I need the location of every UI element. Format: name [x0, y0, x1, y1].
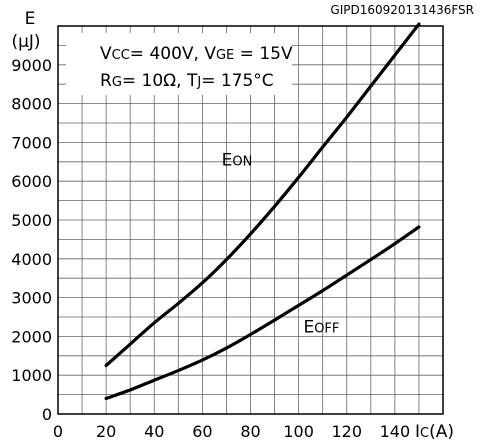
x-axis-title: IC(A) [415, 422, 454, 442]
x-tick-label: 80 [240, 422, 260, 441]
y-tick-label: 6000 [11, 172, 52, 191]
y-tick-label: 8000 [11, 95, 52, 114]
x-axis-symbol: I [415, 422, 420, 442]
series-label-eoff-part: E [303, 318, 314, 338]
y-tick-label: 4000 [11, 250, 52, 269]
condition-line-2-part: R [100, 71, 112, 91]
series-label-eoff: EOFF [303, 318, 339, 338]
y-tick-label: 5000 [11, 211, 52, 230]
series-label-eon: EON [222, 151, 253, 171]
x-tick-label: 0 [53, 422, 63, 441]
conditions-box: VCC= 400V, VGE = 15V RG= 10Ω, TJ= 175°C [66, 33, 293, 95]
series-label-eon-part: E [222, 151, 233, 171]
document-code: GIPD160920131436FSR [330, 3, 474, 17]
x-tick-label: 40 [144, 422, 164, 441]
condition-line-1-part: GE [216, 48, 234, 63]
x-tick-label: 140 [380, 422, 411, 441]
conditions-background [66, 33, 292, 95]
y-tick-label: 2000 [11, 327, 52, 346]
axis-titles: E (µJ) IC(A) [11, 9, 454, 442]
x-tick-label: 100 [283, 422, 314, 441]
condition-line-1: VCC= 400V, VGE = 15V [100, 44, 293, 64]
condition-line-2-part: = 175°C [201, 71, 273, 91]
y-axis-unit: (µJ) [11, 32, 40, 52]
series-line-eoff [104, 225, 421, 401]
series-line-eon [104, 22, 421, 368]
condition-line-1-part: V [100, 44, 112, 64]
y-tick-label: 1000 [11, 366, 52, 385]
x-axis-sub: C [420, 426, 429, 441]
y-tick-label: 7000 [11, 133, 52, 152]
x-tick-label: 60 [192, 422, 212, 441]
condition-line-2-part: J [196, 75, 201, 90]
y-tick-label: 0 [42, 405, 52, 424]
condition-line-1-part: CC [112, 48, 130, 63]
condition-line-1-part: = 15V [234, 44, 293, 64]
condition-line-1-part: = 400V, V [130, 44, 217, 64]
series-layer [104, 22, 421, 401]
condition-line-2: RG= 10Ω, TJ= 175°C [100, 71, 274, 91]
x-tick-label: 20 [96, 422, 116, 441]
x-tick-label: 120 [331, 422, 362, 441]
y-axis-symbol: E [25, 9, 36, 29]
condition-line-2-part: G [112, 75, 122, 90]
x-tick-labels: 0 20 40 60 80 100 120 140 [53, 422, 410, 441]
y-tick-label: 3000 [11, 289, 52, 308]
series-label-eoff-part: OFF [314, 322, 339, 337]
x-axis-unit: (A) [429, 422, 454, 442]
condition-line-2-part: = 10Ω, T [122, 71, 198, 91]
plot-frame [57, 25, 444, 415]
y-tick-label: 9000 [11, 56, 52, 75]
y-tick-labels: 0 1000 2000 3000 4000 5000 6000 7000 8000 9000 [11, 56, 52, 424]
series-label-eon-part: ON [232, 155, 252, 170]
